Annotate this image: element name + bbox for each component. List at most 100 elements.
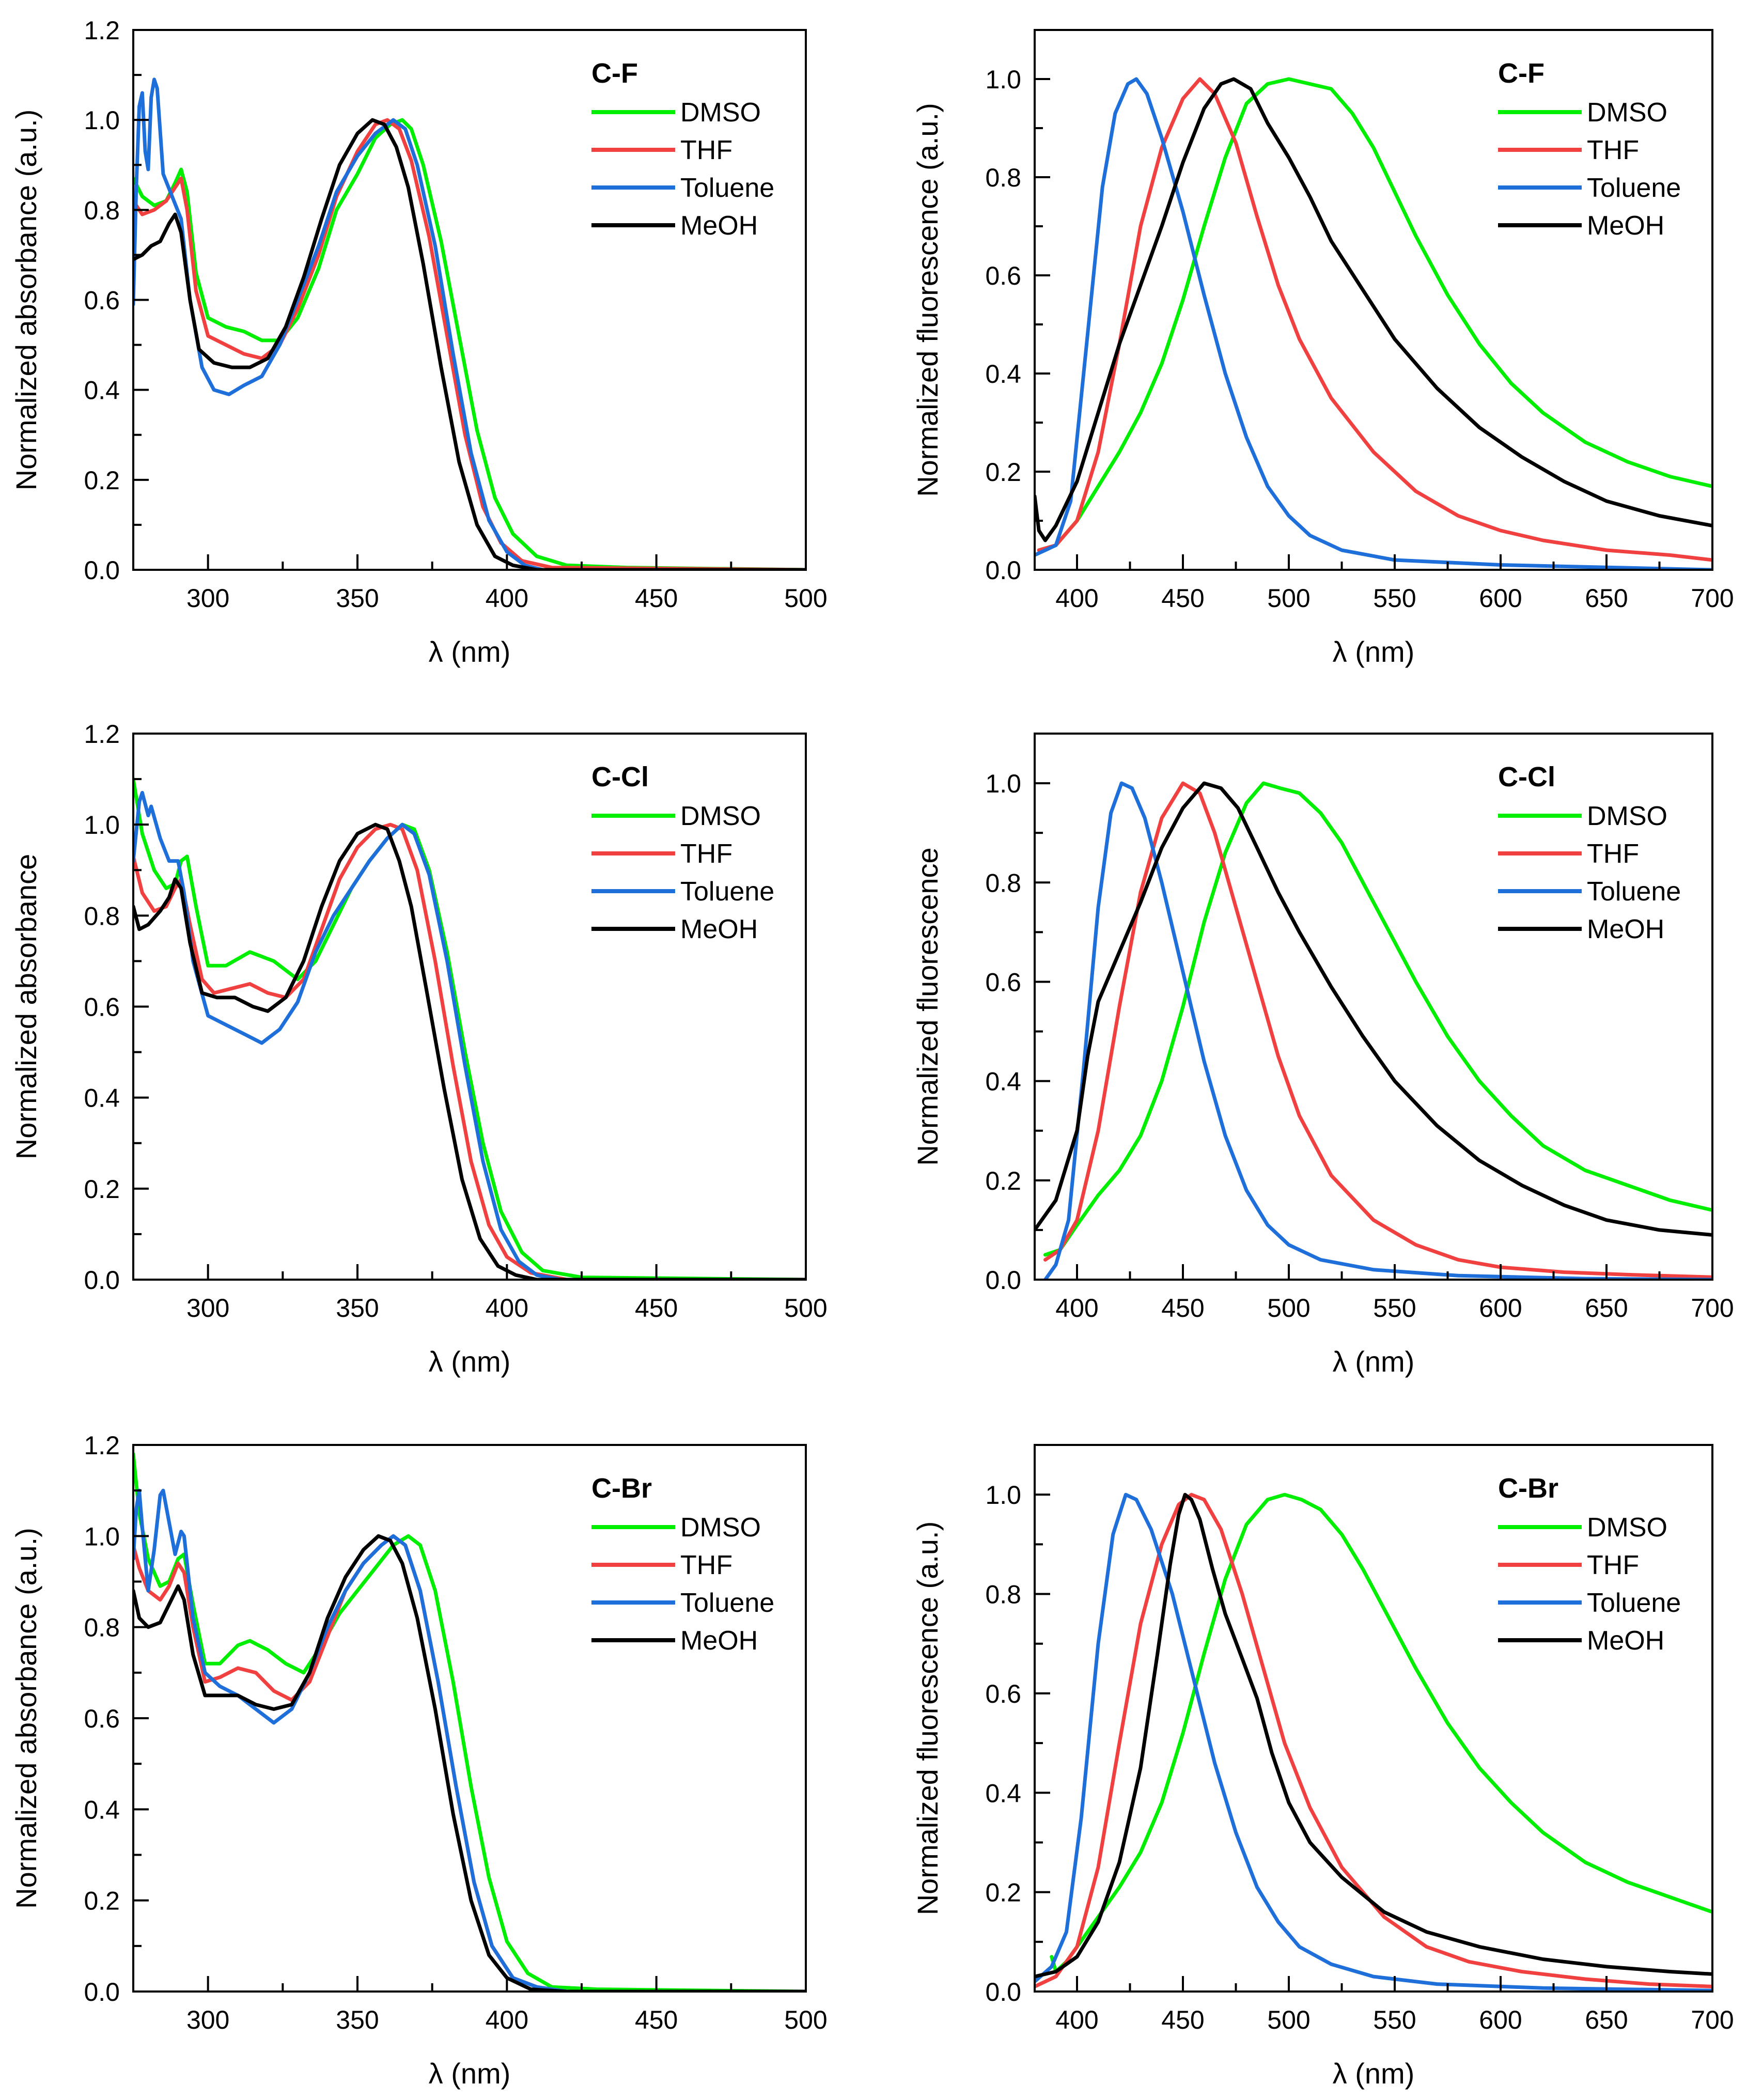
legend-label-meoh: MeOH bbox=[1587, 211, 1664, 241]
series-line-dmso bbox=[1037, 77, 1712, 552]
series-line-toluene bbox=[133, 77, 806, 570]
series-line-meoh bbox=[133, 118, 806, 570]
y-tick-label: 0.2 bbox=[985, 1878, 1021, 1907]
series-line-meoh bbox=[1035, 77, 1712, 542]
y-tick-label: 0.2 bbox=[84, 466, 120, 495]
legend-label-thf: THF bbox=[1587, 1550, 1639, 1580]
series-line-dmso bbox=[1043, 781, 1712, 1257]
y-tick-label: 1.2 bbox=[84, 16, 120, 45]
y-tick-label: 1.0 bbox=[985, 1481, 1021, 1510]
y-tick-label: 0.6 bbox=[84, 286, 120, 315]
chart-title: C-F bbox=[591, 58, 638, 89]
y-tick-label: 0.6 bbox=[985, 968, 1021, 997]
x-axis-label: λ (nm) bbox=[1333, 2057, 1415, 2090]
y-tick-label: 1.0 bbox=[84, 106, 120, 135]
y-tick-label: 0.6 bbox=[985, 1679, 1021, 1708]
plot-frame bbox=[1034, 733, 1713, 1281]
y-axis-label: Normalized fluorescence (a.u.) bbox=[911, 103, 944, 497]
x-tick-label: 500 bbox=[1267, 2005, 1310, 2034]
x-tick-label: 700 bbox=[1691, 1294, 1734, 1323]
x-tick-label: 450 bbox=[635, 2005, 678, 2034]
x-tick-label: 500 bbox=[1267, 1294, 1310, 1323]
series-line-dmso bbox=[1050, 1492, 1712, 1973]
legend-label-meoh: MeOH bbox=[1587, 1626, 1664, 1656]
series-line-toluene bbox=[1035, 1492, 1712, 1992]
legend-label-toluene: Toluene bbox=[1587, 1588, 1681, 1618]
y-tick-label: 0.2 bbox=[985, 1166, 1021, 1195]
y-tick-label: 0.0 bbox=[84, 1266, 120, 1295]
legend-label-meoh: MeOH bbox=[680, 914, 758, 944]
y-tick-label: 0.2 bbox=[84, 1175, 120, 1204]
x-tick-label: 600 bbox=[1479, 584, 1522, 613]
series-line-toluene bbox=[1035, 77, 1712, 570]
legend-label-meoh: MeOH bbox=[1587, 914, 1664, 944]
y-tick-label: 0.4 bbox=[985, 1779, 1021, 1808]
y-tick-label: 0.4 bbox=[84, 376, 120, 405]
series-group bbox=[1035, 1492, 1712, 1992]
legend-label-meoh: MeOH bbox=[680, 1626, 758, 1656]
y-tick-label: 0.0 bbox=[985, 1978, 1021, 2006]
series-group bbox=[1035, 77, 1712, 570]
x-tick-label: 450 bbox=[635, 584, 678, 613]
x-axis-label: λ (nm) bbox=[429, 1345, 511, 1378]
x-tick-label: 300 bbox=[186, 584, 229, 613]
y-axis-label: Normalized fluorescence bbox=[911, 847, 944, 1165]
x-tick-label: 500 bbox=[1267, 584, 1310, 613]
chart-title: C-Br bbox=[591, 1473, 652, 1504]
chart-panel-6: 400 450 500 550 600 650 700 0.0 0.2 0.4 0.6 0.8 1.0 λ… bbox=[911, 1444, 1734, 2090]
legend-label-dmso: DMSO bbox=[1587, 98, 1667, 128]
legend-label-dmso: DMSO bbox=[1587, 801, 1667, 831]
legend-label-thf: THF bbox=[680, 1550, 732, 1580]
x-tick-label: 450 bbox=[1161, 2005, 1204, 2034]
x-tick-label: 400 bbox=[1055, 2005, 1098, 2034]
y-axis-label: Normalized absorbance (a.u.) bbox=[10, 110, 42, 491]
y-tick-label: 0.8 bbox=[84, 1613, 120, 1642]
series-line-toluene bbox=[133, 791, 806, 1280]
y-tick-label: 1.2 bbox=[84, 1431, 120, 1460]
x-tick-label: 400 bbox=[1055, 584, 1098, 613]
legend-label-meoh: MeOH bbox=[680, 211, 758, 241]
plot-frame bbox=[1034, 1444, 1713, 1993]
x-axis-label: λ (nm) bbox=[429, 635, 511, 668]
x-axis-label: λ (nm) bbox=[429, 2057, 511, 2090]
y-tick-label: 0.2 bbox=[84, 1887, 120, 1916]
series-group bbox=[133, 777, 806, 1280]
chart-title: C-Cl bbox=[591, 761, 649, 792]
y-tick-label: 0.0 bbox=[84, 556, 120, 585]
x-tick-label: 300 bbox=[186, 2005, 229, 2034]
y-tick-label: 0.4 bbox=[84, 1084, 120, 1113]
legend-label-dmso: DMSO bbox=[680, 1513, 761, 1543]
legend-label-thf: THF bbox=[1587, 135, 1639, 165]
legend-label-toluene: Toluene bbox=[1587, 877, 1681, 907]
y-axis-label: Normalized fluorescence (a.u.) bbox=[911, 1521, 944, 1916]
legend-label-thf: THF bbox=[680, 839, 732, 869]
y-tick-label: 0.8 bbox=[84, 196, 120, 225]
y-tick-label: 1.2 bbox=[84, 720, 120, 749]
legend-label-toluene: Toluene bbox=[680, 173, 774, 203]
x-tick-label: 500 bbox=[784, 584, 827, 613]
y-axis-label: Normalized absorbance (a.u.) bbox=[10, 1528, 42, 1909]
x-tick-label: 600 bbox=[1479, 2005, 1522, 2034]
y-tick-label: 0.4 bbox=[985, 1067, 1021, 1096]
x-tick-label: 500 bbox=[784, 1294, 827, 1323]
series-line-toluene bbox=[1043, 781, 1712, 1280]
series-group bbox=[133, 1452, 806, 1992]
x-tick-label: 550 bbox=[1373, 584, 1416, 613]
x-tick-label: 500 bbox=[784, 2005, 827, 2034]
x-tick-label: 600 bbox=[1479, 1294, 1522, 1323]
series-line-meoh bbox=[133, 822, 806, 1280]
y-tick-label: 0.2 bbox=[985, 458, 1021, 487]
x-axis-label: λ (nm) bbox=[1333, 635, 1415, 668]
plot-frame bbox=[1034, 29, 1713, 571]
x-tick-label: 400 bbox=[486, 2005, 528, 2034]
y-tick-label: 0.4 bbox=[985, 360, 1021, 388]
series-line-meoh bbox=[133, 1534, 806, 1992]
x-tick-label: 450 bbox=[1161, 584, 1204, 613]
chart-panel-3: 300 350 400 450 500 0.0 0.2 0.4 0.6 0.8 1.0 1.2 λ (n… bbox=[10, 720, 828, 1378]
x-tick-label: 300 bbox=[186, 1294, 229, 1323]
y-tick-label: 0.0 bbox=[985, 556, 1021, 585]
series-line-dmso bbox=[133, 118, 806, 570]
x-tick-label: 550 bbox=[1373, 1294, 1416, 1323]
x-tick-label: 650 bbox=[1585, 1294, 1628, 1323]
legend-label-toluene: Toluene bbox=[680, 877, 774, 907]
